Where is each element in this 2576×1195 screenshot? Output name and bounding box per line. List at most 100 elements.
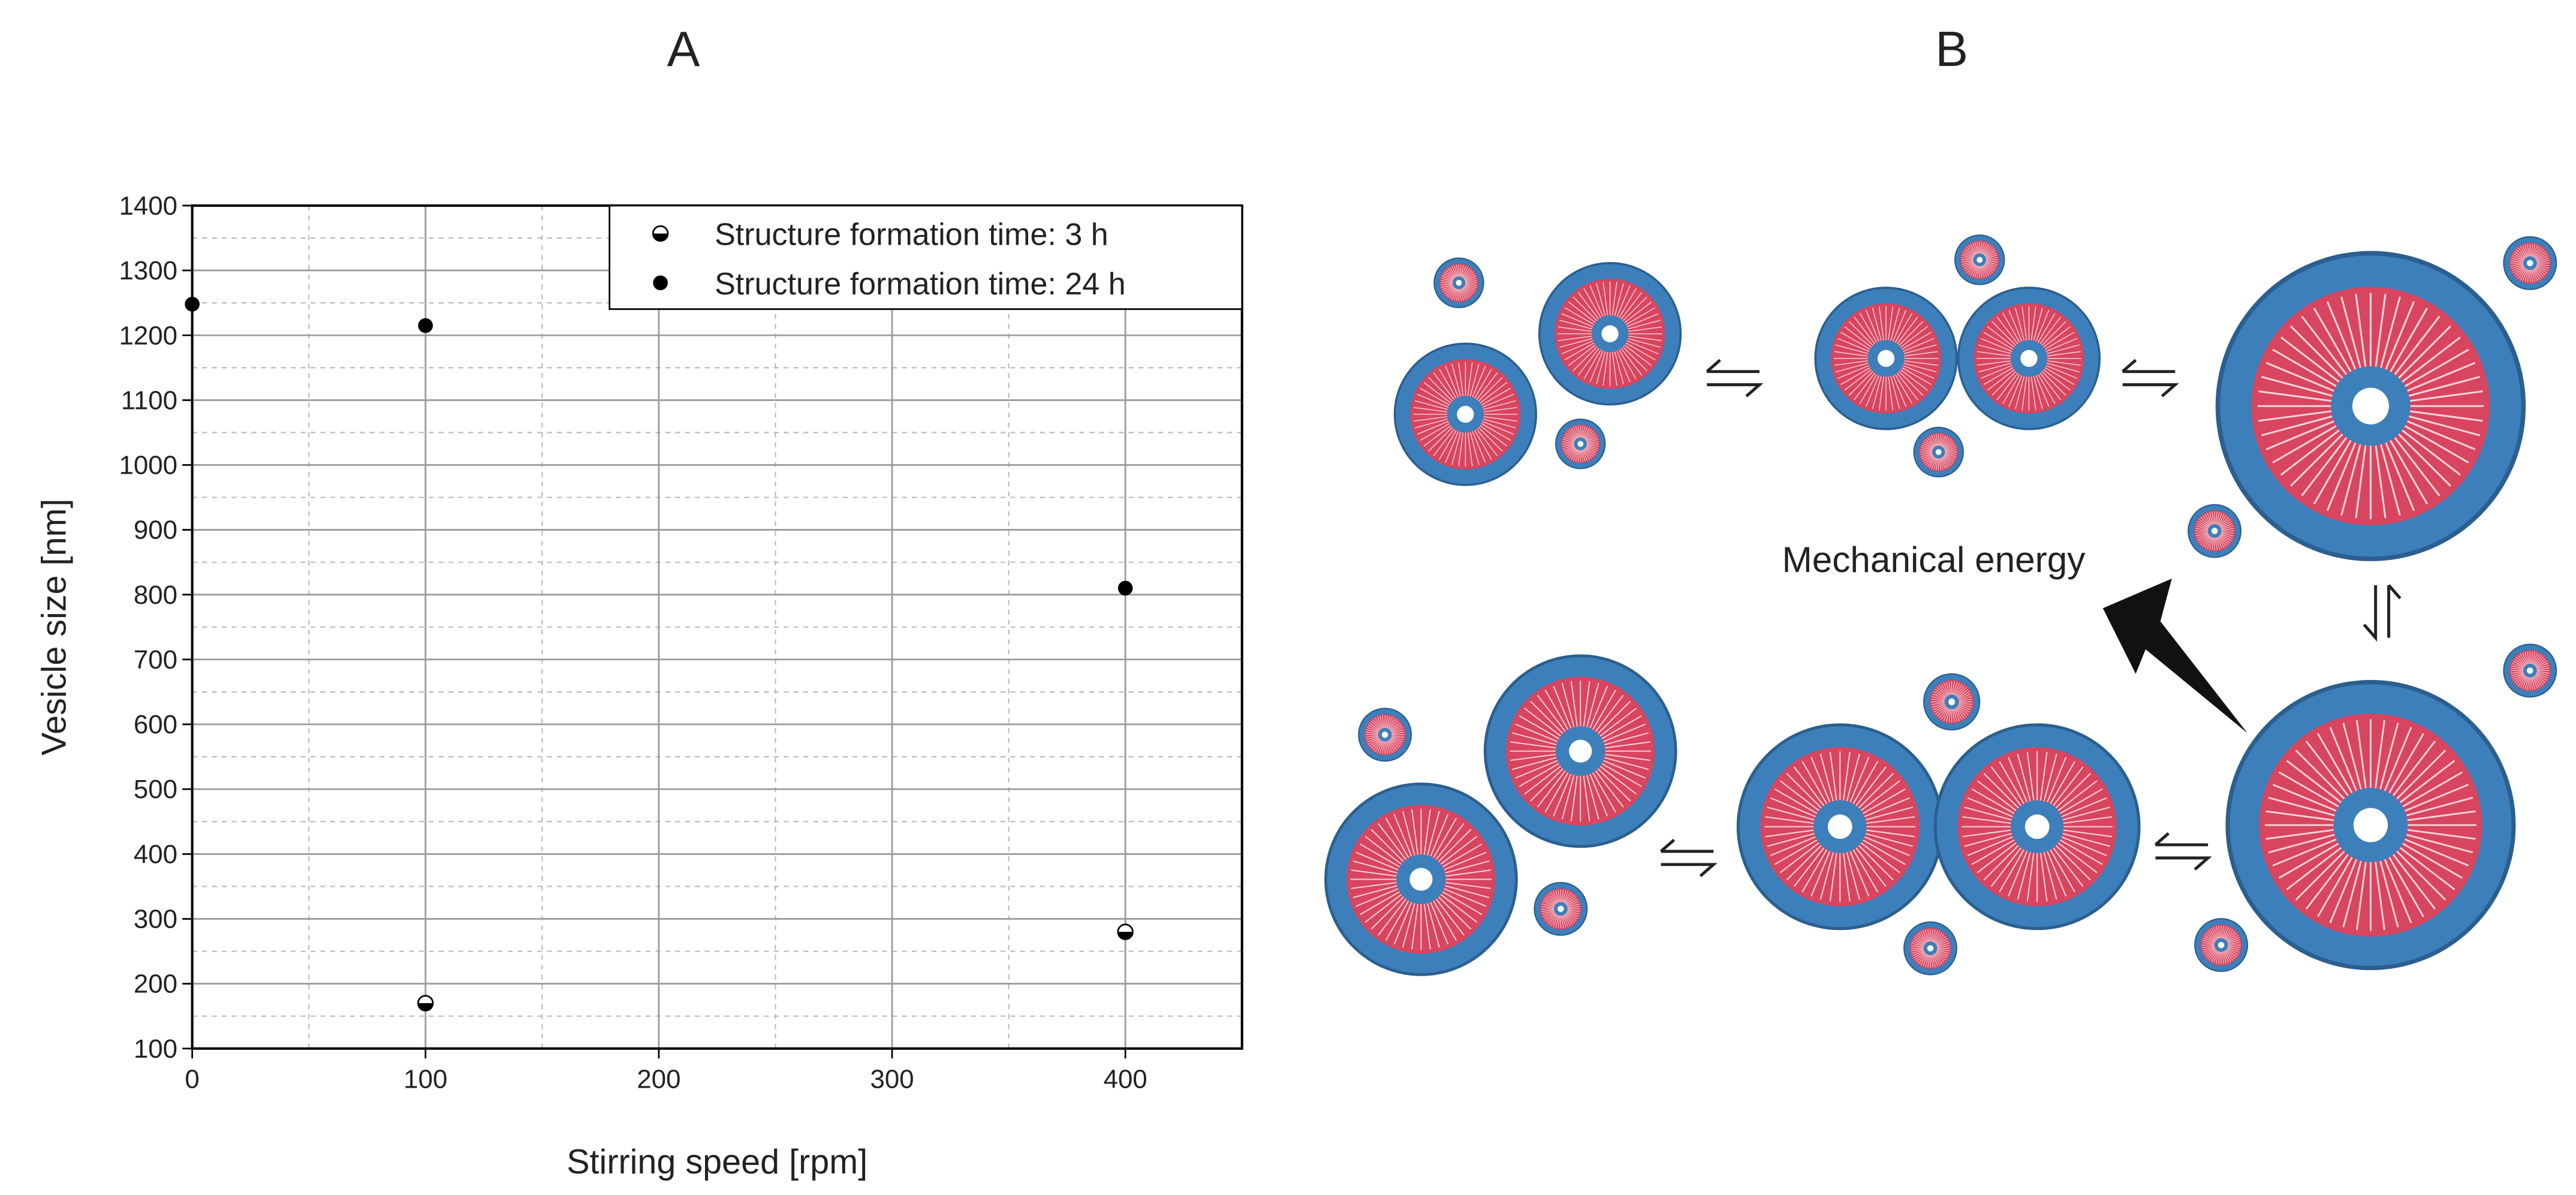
- tail: [1932, 703, 1945, 708]
- tail: [1515, 723, 1558, 742]
- tail: [1854, 372, 1875, 401]
- tail: [2527, 677, 2530, 690]
- tail: [2228, 942, 2241, 945]
- tail: [2221, 528, 2234, 531]
- tail: [1566, 901, 1579, 907]
- core: [2527, 260, 2533, 267]
- tail: [2202, 515, 2211, 526]
- tail: [2532, 652, 2538, 665]
- tail: [2536, 672, 2549, 676]
- tail: [2406, 797, 2473, 817]
- tail: [2195, 531, 2208, 534]
- tail: [1585, 432, 1595, 441]
- tail: [2536, 255, 2548, 261]
- tail: [1451, 363, 1462, 397]
- tail: [2514, 267, 2525, 276]
- tail: [2535, 267, 2546, 276]
- tail: [1932, 704, 1945, 711]
- tail: [2316, 733, 2353, 794]
- tail: [1581, 426, 1586, 438]
- tail: [1483, 416, 1518, 422]
- tail: [2536, 264, 2549, 269]
- tail: [1596, 283, 1606, 317]
- lightning: [2102, 578, 2247, 733]
- tail: [2200, 535, 2210, 545]
- tail: [1977, 266, 1980, 278]
- tail: [2224, 928, 2231, 940]
- core: [1409, 868, 1433, 891]
- vesicle: [1433, 257, 1484, 308]
- tail: [2295, 749, 2345, 800]
- tail: [1510, 741, 1556, 749]
- tail: [1890, 308, 1900, 341]
- tail: [1930, 955, 1933, 968]
- tail: [2518, 268, 2526, 279]
- tail: [2394, 315, 2441, 375]
- tail: [1577, 348, 1599, 376]
- tail: [2265, 810, 2334, 821]
- tail: [2035, 309, 2050, 342]
- tail: [1921, 453, 1933, 457]
- tail: [2272, 784, 2337, 812]
- tail: [1923, 930, 1929, 943]
- tail: [1402, 903, 1415, 948]
- tail: [1603, 760, 1646, 779]
- tail: [1864, 797, 1910, 817]
- tail: [2407, 420, 2476, 450]
- tail: [2388, 857, 2424, 917]
- tail: [1611, 351, 1617, 386]
- tail: [2511, 260, 2524, 263]
- tail: [1544, 899, 1555, 906]
- diagram-label: Mechanical energy: [1782, 539, 2086, 580]
- point: [1117, 580, 1133, 596]
- tail: [1921, 454, 1933, 460]
- tail: [1447, 268, 1456, 278]
- tail: [2390, 440, 2429, 505]
- tail: [2063, 829, 2112, 838]
- tail: [2375, 294, 2387, 367]
- tail: [1943, 441, 1954, 448]
- point: [652, 225, 669, 242]
- tail: [2225, 950, 2234, 961]
- core: [2211, 528, 2218, 534]
- tail: [2520, 269, 2527, 281]
- tail: [1360, 843, 1400, 868]
- tail: [1566, 912, 1578, 919]
- tail: [2209, 537, 2213, 550]
- tail: [2531, 244, 2536, 257]
- tail: [1584, 429, 1592, 440]
- tail: [1524, 708, 1562, 737]
- tail: [1913, 951, 1925, 959]
- tail: [1515, 760, 1558, 779]
- tail: [1920, 954, 1927, 965]
- tail: [1837, 365, 1869, 379]
- tail: [1986, 254, 1997, 259]
- tail: [1451, 288, 1457, 300]
- tail: [2398, 434, 2451, 487]
- tail: [2536, 265, 2548, 271]
- tail: [1966, 264, 1976, 273]
- tail: [1904, 360, 1938, 366]
- tail: [1562, 444, 1574, 447]
- tail: [2355, 294, 2367, 367]
- tail: [1438, 896, 1472, 930]
- tail: [1563, 446, 1575, 451]
- tail: [1542, 901, 1555, 907]
- panel-label: B: [1935, 22, 1968, 77]
- tail: [2047, 851, 2067, 897]
- core: [1827, 814, 1852, 839]
- tail: [1567, 448, 1577, 457]
- tail: [1445, 885, 1490, 898]
- tail: [1888, 306, 1894, 341]
- tail: [1878, 306, 1884, 341]
- tail: [1927, 955, 1930, 968]
- tail: [1941, 436, 1948, 447]
- tail: [1846, 852, 1860, 900]
- tail: [1983, 367, 2014, 385]
- tail: [1916, 934, 1926, 944]
- tail: [2047, 757, 2067, 803]
- tail: [1563, 915, 1569, 927]
- tail: [1931, 699, 1945, 702]
- tail: [1570, 775, 1578, 821]
- tail: [2043, 852, 2057, 900]
